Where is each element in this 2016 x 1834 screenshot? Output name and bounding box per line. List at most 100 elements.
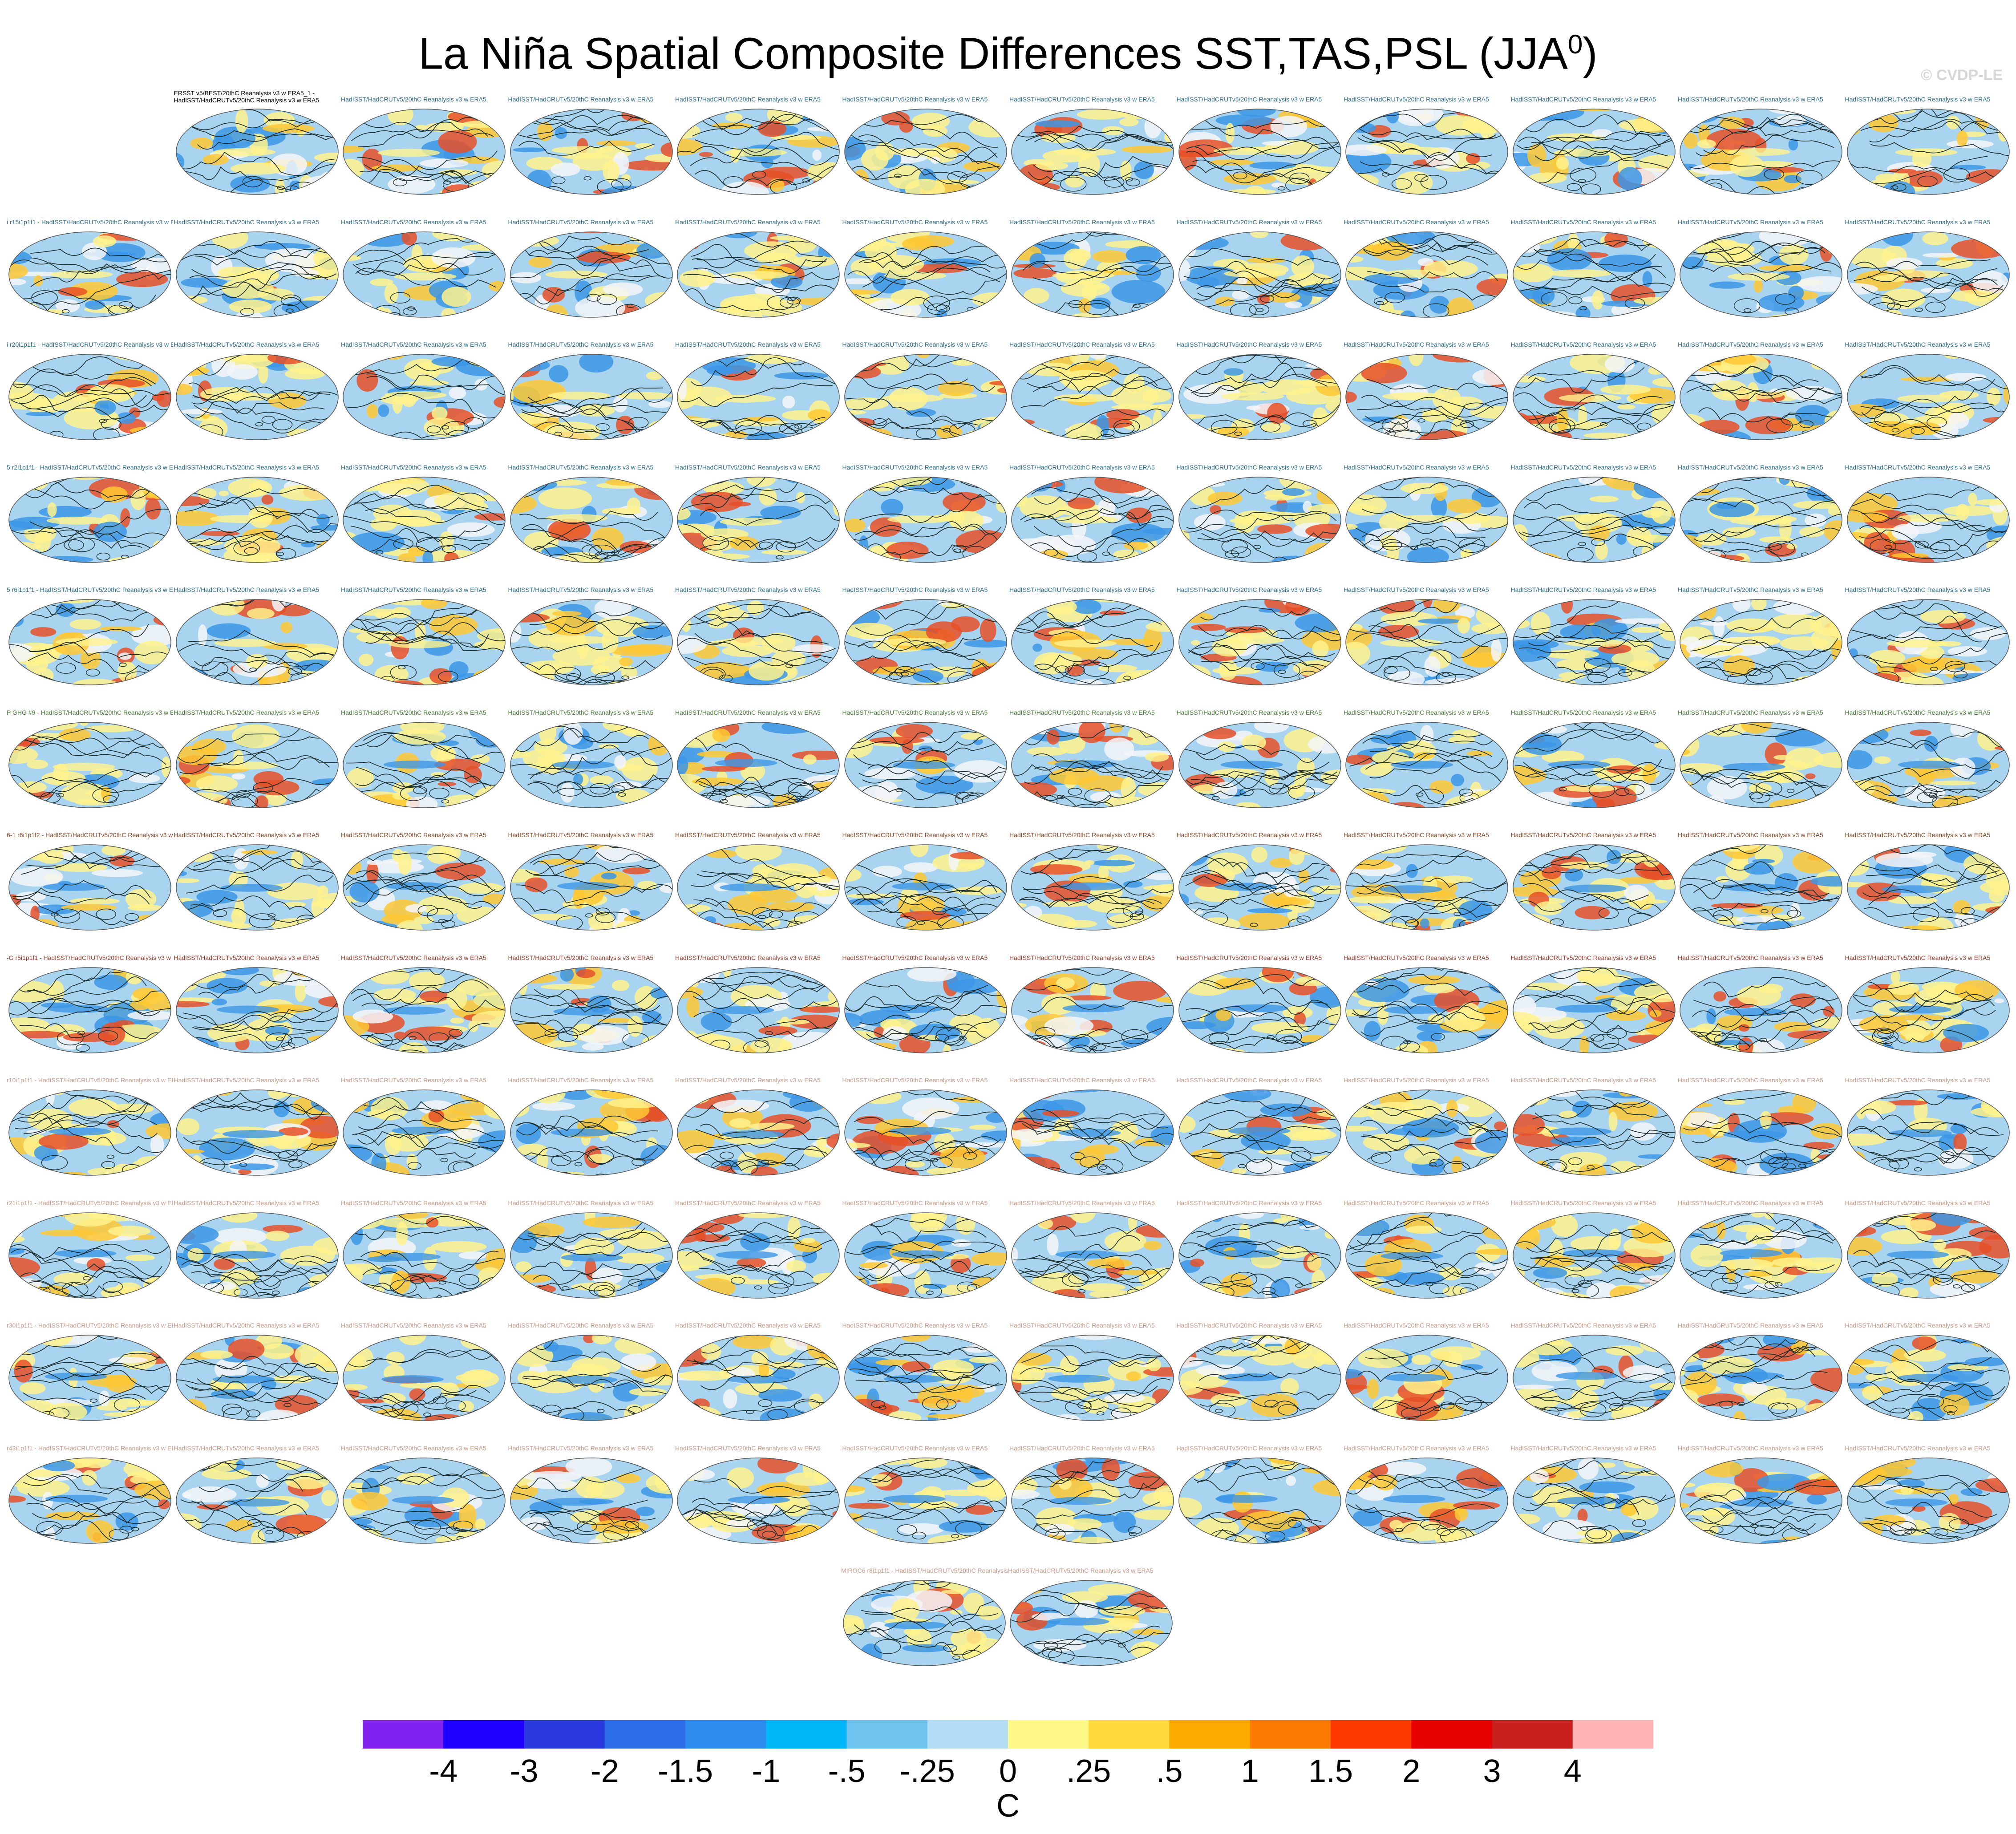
panel-label: HadISST/HadCRUTv5/20thC Reanalysis v3 w …: [508, 954, 654, 961]
global-map: [1512, 1212, 1676, 1299]
map-panel: HadISST/HadCRUTv5/20thC Reanalysis v3 w …: [174, 219, 340, 319]
panel-label: HadISST/HadCRUTv5/20thC Reanalysis v3 w …: [1176, 96, 1322, 103]
colorbar-swatch: [927, 1720, 1008, 1749]
global-map: [343, 721, 506, 808]
panel-label: HadISST/HadCRUTv5/20thC Reanalysis v3 w …: [174, 341, 320, 348]
title-close: ): [1583, 28, 1598, 79]
map-panel: HadISST/HadCRUTv5/20thC Reanalysis v3 w …: [1845, 1322, 2012, 1422]
map-panel: HadISST/HadCRUTv5/20thC Reanalysis v3 w …: [174, 1445, 340, 1545]
panel-label: r30i1p1f1 - HadISST/HadCRUTv5/20thC Rean…: [7, 1322, 173, 1329]
map-panel: HadISST/HadCRUTv5/20thC Reanalysis v3 w …: [1344, 709, 1510, 810]
global-map: [8, 231, 171, 318]
panel-label: HadISST/HadCRUTv5/20thC Reanalysis v3 w …: [1344, 1077, 1489, 1084]
colorbar-swatch: [1492, 1720, 1573, 1749]
panel-label: HadISST/HadCRUTv5/20thC Reanalysis v3 w …: [1845, 954, 1991, 961]
map-panel: HadISST/HadCRUTv5/20thC Reanalysis v3 w …: [1511, 954, 1677, 1055]
map-panel: i r20i1p1f1 - HadISST/HadCRUTv5/20thC Re…: [7, 341, 173, 441]
panel-label: HadISST/HadCRUTv5/20thC Reanalysis v3 w …: [1678, 1444, 1823, 1452]
map-panel: HadISST/HadCRUTv5/20thC Reanalysis v3 w …: [842, 709, 1009, 810]
panel-label: HadISST/HadCRUTv5/20thC Reanalysis v3 w …: [1009, 1199, 1155, 1206]
map-panel: HadISST/HadCRUTv5/20thC Reanalysis v3 w …: [1177, 1445, 1343, 1545]
global-map: [1345, 1212, 1508, 1299]
map-panel: HadISST/HadCRUTv5/20thC Reanalysis v3 w …: [508, 219, 675, 319]
map-panel: HadISST/HadCRUTv5/20thC Reanalysis v3 w …: [1511, 219, 1677, 319]
map-panel: HadISST/HadCRUTv5/20thC Reanalysis v3 w …: [508, 464, 675, 564]
global-map: [1680, 354, 1842, 440]
global-map: [1345, 721, 1508, 808]
global-map: [1345, 599, 1508, 685]
panel-label: HadISST/HadCRUTv5/20thC Reanalysis v3 w …: [1176, 341, 1322, 348]
panel-label: HadISST/HadCRUTv5/20thC Reanalysis v3 w …: [1678, 1199, 1823, 1206]
panel-label: HadISST/HadCRUTv5/20thC Reanalysis v3 w …: [1845, 831, 1991, 838]
global-map: [175, 1212, 339, 1299]
panel-label: HadISST/HadCRUTv5/20thC Reanalysis v3 w …: [1510, 1199, 1656, 1206]
global-map: [1011, 967, 1174, 1053]
map-panel: HadISST/HadCRUTv5/20thC Reanalysis v3 w …: [508, 1077, 675, 1177]
map-panel: HadISST/HadCRUTv5/20thC Reanalysis v3 w …: [675, 709, 842, 810]
colorbar-swatch: [604, 1720, 686, 1749]
global-map: [343, 599, 506, 685]
colorbar-tick-label: 2: [1402, 1753, 1421, 1789]
panel-label: HadISST/HadCRUTv5/20thC Reanalysis v3 w …: [675, 1199, 821, 1206]
map-panel: HadISST/HadCRUTv5/20thC Reanalysis v3 w …: [1008, 1567, 1174, 1668]
global-map: [1011, 1089, 1174, 1176]
colorbar-tick-label: -.25: [899, 1753, 955, 1789]
global-map: [1011, 721, 1174, 808]
panel-label: HadISST/HadCRUTv5/20thC Reanalysis v3 w …: [1678, 1077, 1823, 1084]
panel-label: HadISST/HadCRUTv5/20thC Reanalysis v3 w …: [675, 96, 821, 103]
panel-label: HadISST/HadCRUTv5/20thC Reanalysis v3 w …: [341, 954, 486, 961]
global-map: [510, 1335, 673, 1421]
panel-label: HadISST/HadCRUTv5/20thC Reanalysis v3 w …: [1510, 341, 1656, 348]
global-map: [175, 1335, 339, 1421]
panel-label: HadISST/HadCRUTv5/20thC Reanalysis v3 w …: [174, 1199, 320, 1206]
map-panel: r21i1p1f1 - HadISST/HadCRUTv5/20thC Rean…: [7, 1199, 173, 1300]
map-panel: HadISST/HadCRUTv5/20thC Reanalysis v3 w …: [675, 1322, 842, 1422]
map-panel: HadISST/HadCRUTv5/20thC Reanalysis v3 w …: [675, 464, 842, 564]
global-map: [175, 967, 339, 1053]
global-map: [1512, 1335, 1676, 1421]
panel-label: 6-1 r6i1p1f2 - HadISST/HadCRUTv5/20thC R…: [7, 831, 173, 838]
panel-label: HadISST/HadCRUTv5/20thC Reanalysis v3 w …: [341, 341, 486, 348]
global-map: [844, 1457, 1007, 1544]
global-map: [1345, 476, 1508, 563]
colorbar-swatch: [846, 1720, 928, 1749]
panel-label: HadISST/HadCRUTv5/20thC Reanalysis v3 w …: [508, 96, 654, 103]
map-panel: HadISST/HadCRUTv5/20thC Reanalysis v3 w …: [508, 96, 675, 196]
global-map: [1512, 599, 1676, 685]
global-map: [677, 967, 840, 1053]
global-map: [343, 967, 506, 1053]
colorbar-swatch: [1331, 1720, 1412, 1749]
global-map: [1011, 1457, 1174, 1544]
global-map: [1345, 1457, 1508, 1544]
global-map: [175, 231, 339, 318]
global-map: [510, 599, 673, 685]
map-panel: HadISST/HadCRUTv5/20thC Reanalysis v3 w …: [508, 709, 675, 810]
map-panel: HadISST/HadCRUTv5/20thC Reanalysis v3 w …: [1845, 1445, 2012, 1545]
global-map: [1011, 599, 1174, 685]
colorbar-swatch: [1572, 1720, 1653, 1749]
panel-label: HadISST/HadCRUTv5/20thC Reanalysis v3 w …: [842, 1199, 988, 1206]
map-panel: HadISST/HadCRUTv5/20thC Reanalysis v3 w …: [675, 1199, 842, 1300]
global-map: [844, 109, 1007, 195]
global-map: [343, 231, 506, 318]
map-panel: HadISST/HadCRUTv5/20thC Reanalysis v3 w …: [1845, 831, 2012, 932]
panel-label: HadISST/HadCRUTv5/20thC Reanalysis v3 w …: [341, 218, 486, 226]
panel-label: i r20i1p1f1 - HadISST/HadCRUTv5/20thC Re…: [7, 341, 173, 348]
global-map: [1178, 231, 1341, 318]
global-map: [1512, 354, 1676, 440]
panel-label: HadISST/HadCRUTv5/20thC Reanalysis v3 w …: [842, 218, 988, 226]
global-map: [1846, 1457, 2010, 1544]
global-map: [1680, 1212, 1842, 1299]
global-map: [175, 844, 339, 931]
global-map: [677, 1089, 840, 1176]
map-panel: HadISST/HadCRUTv5/20thC Reanalysis v3 w …: [1511, 341, 1677, 441]
panel-label: HadISST/HadCRUTv5/20thC Reanalysis v3 w …: [508, 1077, 654, 1084]
global-map: [343, 109, 506, 195]
global-map: [843, 1580, 1006, 1666]
panel-label: HadISST/HadCRUTv5/20thC Reanalysis v3 w …: [174, 1444, 320, 1452]
colorbar-tick-label: -2: [590, 1753, 619, 1789]
global-map: [1345, 844, 1508, 931]
panel-label: HadISST/HadCRUTv5/20thC Reanalysis v3 w …: [1009, 218, 1155, 226]
map-panel: HadISST/HadCRUTv5/20thC Reanalysis v3 w …: [1678, 1199, 1844, 1300]
global-map: [677, 844, 840, 931]
